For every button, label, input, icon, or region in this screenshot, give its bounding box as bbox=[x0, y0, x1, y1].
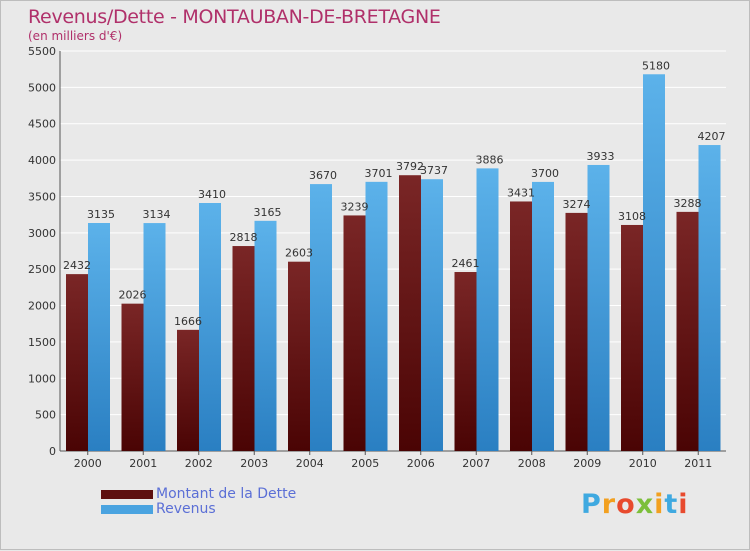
bar-revenus bbox=[532, 181, 554, 451]
data-label: 2432 bbox=[63, 259, 91, 272]
legend-label-dette: Montant de la Dette bbox=[156, 486, 297, 502]
x-tick-label: 2009 bbox=[573, 457, 601, 470]
data-label: 2461 bbox=[452, 257, 480, 270]
logo-letter: r bbox=[601, 489, 617, 520]
bar-dette bbox=[177, 329, 199, 451]
data-label: 3737 bbox=[420, 164, 448, 177]
data-label: 3288 bbox=[674, 197, 702, 210]
bar-dette bbox=[565, 212, 588, 451]
bar-dette bbox=[66, 274, 88, 451]
data-label: 5180 bbox=[642, 59, 670, 72]
bar-revenus bbox=[476, 168, 499, 451]
data-label: 2818 bbox=[230, 231, 258, 244]
y-tick-label: 3500 bbox=[28, 190, 56, 203]
data-label: 3792 bbox=[396, 160, 424, 173]
data-label: 3886 bbox=[476, 153, 504, 166]
bar-dette bbox=[232, 246, 255, 451]
bar-dette bbox=[121, 303, 144, 451]
data-label: 3135 bbox=[87, 208, 115, 221]
x-tick-label: 2005 bbox=[351, 457, 379, 470]
data-label: 3670 bbox=[309, 169, 337, 182]
bar-revenus bbox=[643, 74, 665, 451]
bar-dette bbox=[621, 224, 643, 451]
y-tick-label: 5000 bbox=[28, 81, 56, 94]
bar-revenus bbox=[421, 179, 443, 451]
bar-revenus bbox=[199, 203, 221, 451]
logo-letter: x bbox=[635, 489, 655, 520]
logo-letter: t bbox=[664, 489, 679, 520]
x-tick-label: 2006 bbox=[407, 457, 435, 470]
y-tick-label: 2500 bbox=[28, 263, 56, 276]
bar-revenus bbox=[143, 223, 166, 451]
legend-swatch-revenus bbox=[101, 505, 153, 514]
data-label: 3431 bbox=[507, 186, 535, 199]
y-tick-label: 1000 bbox=[28, 372, 56, 385]
chart-title: Revenus/Dette - MONTAUBAN-DE-BRETAGNE bbox=[28, 6, 441, 28]
logo-letter: i bbox=[654, 489, 665, 520]
chart-subtitle: (en milliers d'€) bbox=[28, 29, 123, 43]
legend-swatch-dette bbox=[101, 490, 153, 499]
logo-letter: P bbox=[581, 489, 602, 520]
y-tick-label: 0 bbox=[49, 445, 56, 458]
bar-revenus bbox=[310, 184, 332, 451]
bar-dette bbox=[399, 175, 421, 451]
bar-revenus bbox=[254, 220, 277, 451]
x-tick-label: 2007 bbox=[462, 457, 490, 470]
data-label: 3700 bbox=[531, 167, 559, 180]
data-label: 3108 bbox=[618, 210, 646, 223]
y-tick-label: 3000 bbox=[28, 227, 56, 240]
data-label: 1666 bbox=[174, 315, 202, 328]
data-label: 3239 bbox=[341, 200, 369, 213]
x-tick-label: 2000 bbox=[74, 457, 102, 470]
logo-letter: o bbox=[616, 489, 636, 520]
bar-dette bbox=[288, 261, 310, 451]
bar-revenus bbox=[698, 145, 721, 451]
x-tick-label: 2010 bbox=[629, 457, 657, 470]
bar-dette bbox=[676, 211, 699, 451]
data-label: 3410 bbox=[198, 188, 226, 201]
data-label: 3701 bbox=[365, 167, 393, 180]
data-label: 2026 bbox=[119, 289, 147, 302]
y-tick-label: 2000 bbox=[28, 300, 56, 313]
data-label: 3274 bbox=[563, 198, 591, 211]
y-tick-label: 5500 bbox=[28, 45, 56, 58]
y-tick-label: 4000 bbox=[28, 154, 56, 167]
y-tick-label: 500 bbox=[35, 409, 56, 422]
x-tick-label: 2004 bbox=[296, 457, 324, 470]
data-label: 3933 bbox=[587, 150, 615, 163]
legend-label-revenus: Revenus bbox=[156, 501, 216, 517]
x-tick-label: 2002 bbox=[185, 457, 213, 470]
x-tick-label: 2003 bbox=[240, 457, 268, 470]
bar-dette bbox=[343, 215, 366, 451]
x-tick-label: 2001 bbox=[129, 457, 157, 470]
x-tick-label: 2011 bbox=[684, 457, 712, 470]
data-label: 3165 bbox=[254, 206, 282, 219]
bar-revenus bbox=[88, 223, 110, 451]
bar-revenus bbox=[587, 164, 610, 452]
y-tick-label: 1500 bbox=[28, 336, 56, 349]
logo-letter: i bbox=[678, 489, 689, 520]
x-tick-label: 2008 bbox=[518, 457, 546, 470]
y-tick-label: 4500 bbox=[28, 118, 56, 131]
data-label: 3134 bbox=[143, 208, 171, 221]
data-label: 2603 bbox=[285, 247, 313, 260]
bar-revenus bbox=[365, 181, 388, 451]
proxiti-logo: Proxiti bbox=[581, 489, 689, 520]
bar-dette bbox=[510, 201, 532, 451]
data-label: 4207 bbox=[698, 130, 726, 143]
bar-dette bbox=[454, 272, 477, 451]
